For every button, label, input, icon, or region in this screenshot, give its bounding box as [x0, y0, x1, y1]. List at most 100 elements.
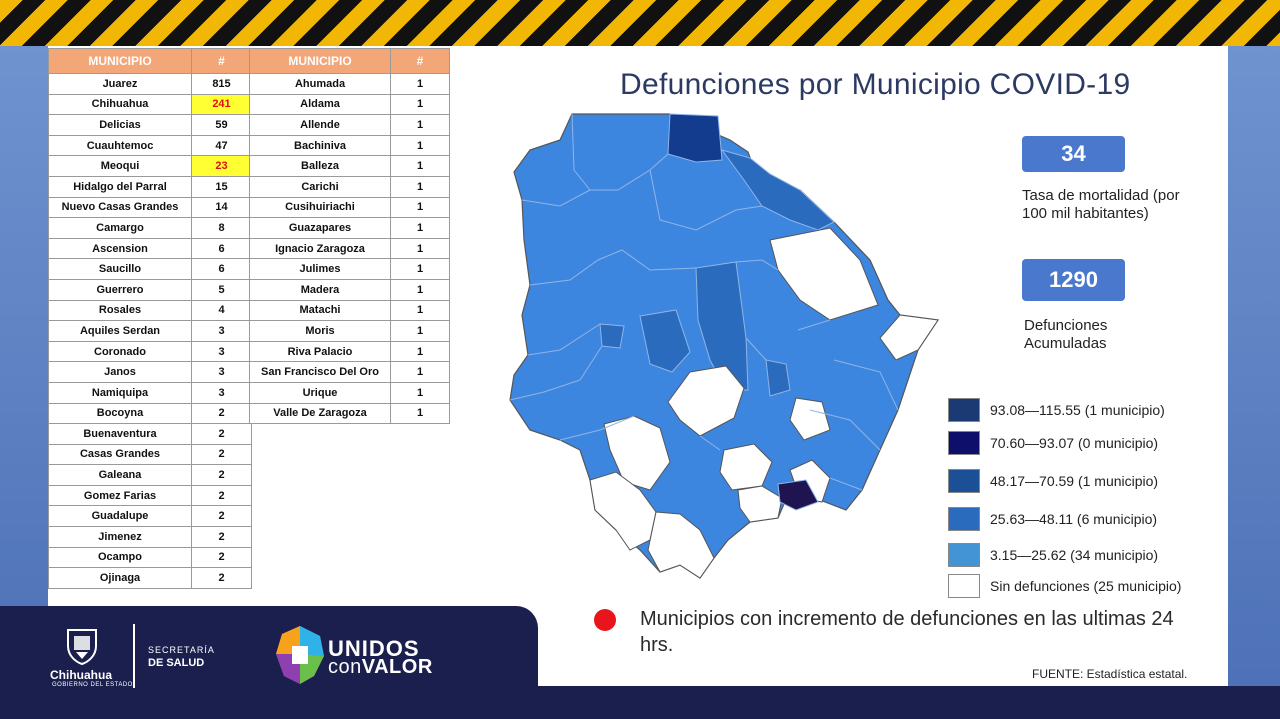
- table-row: Ascension 6: [48, 237, 252, 260]
- column-header-municipio: MUNICIPIO: [48, 48, 192, 74]
- column-header-municipio: MUNICIPIO: [249, 48, 391, 74]
- legend-swatch: [948, 398, 980, 422]
- table-row: Coronado 3: [48, 340, 252, 363]
- municipio-name: Gomez Farias: [48, 484, 192, 507]
- table-row: Camargo 8: [48, 217, 252, 239]
- municipio-name: Ojinaga: [48, 567, 192, 589]
- municipio-count: 241: [191, 93, 252, 116]
- municipio-name: Saucillo: [48, 258, 192, 280]
- table-row: Cusihuiriachi 1: [249, 196, 450, 219]
- municipality-border: [521, 189, 591, 207]
- table-row: Meoqui 23: [48, 155, 252, 177]
- municipio-name: San Francisco Del Oro: [249, 361, 391, 383]
- hazard-stripe-banner: [0, 0, 1280, 46]
- municipality-border: [527, 323, 601, 356]
- municipality-border: [699, 435, 721, 451]
- legend-swatch: [948, 543, 980, 567]
- state-shield-icon: [67, 629, 97, 666]
- municipio-count: 1: [390, 278, 450, 301]
- municipality-table-right: MUNICIPIO # Ahumada 1 Aldama 1 Allende 1 Bachi…: [249, 48, 450, 425]
- municipio-name: Ascension: [48, 237, 192, 260]
- increment-note: Municipios con incremento de defunciones…: [640, 608, 1174, 656]
- logo-divider: [133, 624, 135, 688]
- municipio-name: Juarez: [48, 73, 192, 95]
- municipio-count: 5: [191, 278, 252, 301]
- region-cuauhtemoc: [639, 309, 691, 373]
- table-row: Allende 1: [249, 114, 450, 136]
- municipio-name: Guazapares: [249, 217, 391, 239]
- municipio-name: Urique: [249, 381, 391, 404]
- municipio-count: 3: [191, 340, 252, 363]
- table-row: Cuauhtemoc 47: [48, 134, 252, 157]
- municipio-count: 1: [390, 134, 450, 157]
- region-white-east: [879, 314, 939, 361]
- municipio-name: Cuauhtemoc: [48, 134, 192, 157]
- con-valor-wordmark: conVALOR: [328, 656, 433, 679]
- table-row: Casas Grandes 2: [48, 443, 252, 466]
- region-white-s4: [789, 397, 831, 441]
- table-row: Bachiniva 1: [249, 134, 450, 157]
- municipio-name: Jimenez: [48, 526, 192, 548]
- legend-item: 25.63—48.11 (6 municipio): [948, 506, 1157, 532]
- municipio-count: 2: [191, 546, 252, 569]
- municipality-border: [529, 249, 697, 286]
- table-row: Guazapares 1: [249, 217, 450, 239]
- municipio-name: Delicias: [48, 114, 192, 136]
- red-dot-marker: [594, 609, 616, 631]
- municipio-name: Guerrero: [48, 278, 192, 301]
- region-white-w1: [667, 365, 745, 437]
- municipio-name: Julimes: [249, 258, 391, 280]
- municipio-count: 1: [390, 340, 450, 363]
- municipality-border: [649, 169, 763, 231]
- table-row: Valle De Zaragoza 1: [249, 402, 450, 425]
- table-row: San Francisco Del Oro 1: [249, 361, 450, 383]
- secretaria-label: SECRETARÍA: [148, 645, 215, 655]
- legend-item: 70.60—93.07 (0 municipio): [948, 430, 1158, 456]
- unidos-logo-icon: [276, 626, 324, 684]
- table-row: Hidalgo del Parral 15: [48, 175, 252, 198]
- table-row: Janos 3: [48, 361, 252, 383]
- table-row: Ignacio Zaragoza 1: [249, 237, 450, 260]
- municipio-count: 1: [390, 93, 450, 116]
- municipio-count: 2: [191, 423, 252, 445]
- accumulated-deaths-value: 1290: [1022, 259, 1125, 301]
- municipio-count: 59: [191, 114, 252, 136]
- legend-label: 93.08—115.55 (1 municipio): [990, 402, 1165, 418]
- municipio-name: Buenaventura: [48, 423, 192, 445]
- con-text: con: [328, 656, 362, 678]
- municipio-count: 47: [191, 134, 252, 157]
- municipio-count: 1: [390, 217, 450, 239]
- region-white-s6: [737, 485, 783, 523]
- municipio-count: 1: [390, 237, 450, 260]
- municipality-border: [829, 477, 863, 491]
- municipio-count: 1: [390, 361, 450, 383]
- municipio-name: Aquiles Serdan: [48, 320, 192, 342]
- table-row: Ojinaga 2: [48, 567, 252, 589]
- chihuahua-choropleth-map: [509, 113, 940, 579]
- region-delicias: [765, 359, 791, 397]
- legend-swatch: [948, 469, 980, 493]
- table-row: Guadalupe 2: [48, 505, 252, 528]
- municipio-count: 815: [191, 73, 252, 95]
- legend-label: Sin defunciones (25 municipio): [990, 578, 1182, 594]
- table-row: Nuevo Casas Grandes 14: [48, 196, 252, 219]
- region-parral: [777, 479, 819, 511]
- municipio-count: 2: [191, 443, 252, 466]
- municipio-count: 1: [390, 155, 450, 177]
- valor-text: VALOR: [361, 656, 433, 678]
- municipio-name: Nuevo Casas Grandes: [48, 196, 192, 219]
- municipio-name: Ahumada: [249, 73, 391, 95]
- municipio-count: 3: [191, 320, 252, 342]
- municipio-name: Chihuahua: [48, 93, 192, 116]
- table-row: Madera 1: [249, 278, 450, 301]
- municipio-name: Carichi: [249, 175, 391, 198]
- municipio-count: 1: [390, 402, 450, 425]
- unidos-wordmark: UNIDOS: [328, 636, 420, 661]
- municipio-count: 2: [191, 484, 252, 507]
- region-white-w2: [603, 415, 671, 491]
- municipio-count: 3: [191, 361, 252, 383]
- municipality-border: [559, 415, 635, 441]
- state-subtitle: GOBIERNO DEL ESTADO: [52, 682, 133, 688]
- table-row: Rosales 4: [48, 299, 252, 322]
- municipio-name: Guadalupe: [48, 505, 192, 528]
